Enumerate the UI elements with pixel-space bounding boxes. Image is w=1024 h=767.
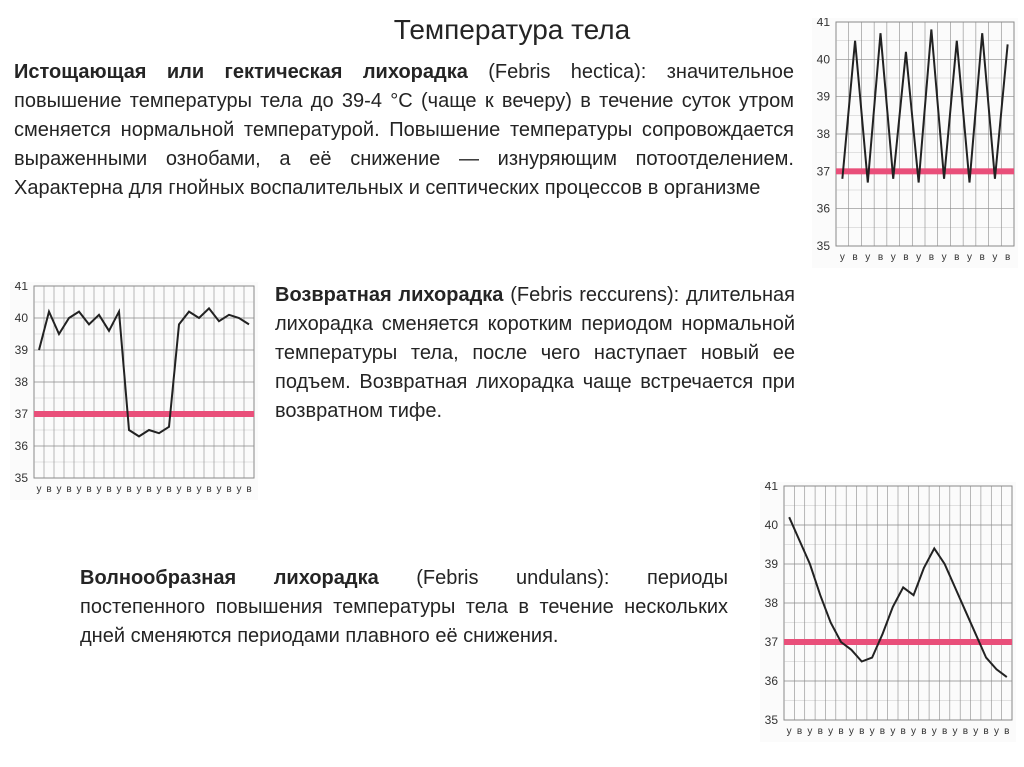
svg-text:у: у — [828, 726, 833, 737]
svg-text:в: в — [921, 726, 926, 737]
svg-text:41: 41 — [15, 282, 29, 293]
svg-text:у: у — [890, 726, 895, 737]
para-undulant-bold: Волнообразная лихорадка — [80, 567, 379, 589]
svg-text:в: в — [86, 484, 91, 495]
svg-text:у: у — [953, 726, 958, 737]
svg-text:38: 38 — [817, 127, 831, 141]
svg-text:у: у — [973, 726, 978, 737]
svg-text:в: в — [1005, 252, 1010, 263]
svg-text:у: у — [787, 726, 792, 737]
chart-undulant: 41403938373635увувувувувувувувувувув — [760, 482, 1016, 742]
svg-text:у: у — [942, 252, 947, 263]
svg-text:40: 40 — [765, 518, 779, 532]
svg-text:в: в — [106, 484, 111, 495]
svg-text:в: в — [66, 484, 71, 495]
svg-text:в: в — [901, 726, 906, 737]
svg-text:у: у — [177, 484, 182, 495]
svg-text:35: 35 — [15, 471, 29, 485]
svg-text:39: 39 — [765, 557, 779, 571]
svg-text:в: в — [46, 484, 51, 495]
svg-text:в: в — [146, 484, 151, 495]
svg-text:у: у — [157, 484, 162, 495]
svg-text:38: 38 — [765, 596, 779, 610]
svg-text:у: у — [97, 484, 102, 495]
svg-text:у: у — [57, 484, 62, 495]
svg-text:37: 37 — [817, 164, 831, 178]
svg-text:в: в — [818, 726, 823, 737]
svg-text:у: у — [137, 484, 142, 495]
svg-text:в: в — [797, 726, 802, 737]
svg-text:37: 37 — [765, 635, 779, 649]
svg-text:у: у — [911, 726, 916, 737]
svg-text:в: в — [929, 252, 934, 263]
svg-text:38: 38 — [15, 375, 29, 389]
chart-recurrent: 41403938373635увувувувувувувувувувув — [10, 282, 258, 500]
svg-text:у: у — [870, 726, 875, 737]
svg-text:36: 36 — [15, 439, 29, 453]
svg-text:в: в — [852, 252, 857, 263]
svg-text:36: 36 — [765, 674, 779, 688]
svg-text:41: 41 — [817, 18, 831, 29]
svg-text:в: в — [166, 484, 171, 495]
svg-text:35: 35 — [817, 239, 831, 253]
svg-text:в: в — [186, 484, 191, 495]
para-recurrent-bold: Возвратная лихорадка — [275, 284, 503, 306]
svg-text:у: у — [992, 252, 997, 263]
para-hectic-bold: Истощающая или гектическая лихорадка — [14, 61, 468, 83]
svg-text:у: у — [197, 484, 202, 495]
svg-text:у: у — [237, 484, 242, 495]
svg-text:у: у — [77, 484, 82, 495]
svg-text:в: в — [903, 252, 908, 263]
svg-text:в: в — [838, 726, 843, 737]
svg-text:у: у — [840, 252, 845, 263]
svg-text:в: в — [226, 484, 231, 495]
para-recurrent: Возвратная лихорадка (Febris reccurens):… — [275, 281, 795, 426]
svg-text:40: 40 — [15, 311, 29, 325]
svg-text:в: в — [859, 726, 864, 737]
chart-hectic: 41403938373635увувувувувувув — [812, 18, 1018, 268]
svg-text:37: 37 — [15, 407, 29, 421]
svg-text:в: в — [880, 726, 885, 737]
svg-text:в: в — [246, 484, 251, 495]
svg-text:в: в — [126, 484, 131, 495]
svg-text:в: в — [1004, 726, 1009, 737]
svg-text:в: в — [983, 726, 988, 737]
svg-text:у: у — [37, 484, 42, 495]
svg-text:у: у — [967, 252, 972, 263]
svg-text:36: 36 — [817, 202, 831, 216]
svg-text:у: у — [865, 252, 870, 263]
svg-text:у: у — [994, 726, 999, 737]
svg-text:в: в — [980, 252, 985, 263]
svg-text:у: у — [807, 726, 812, 737]
svg-text:40: 40 — [817, 52, 831, 66]
svg-text:у: у — [217, 484, 222, 495]
svg-text:у: у — [849, 726, 854, 737]
para-hectic: Истощающая или гектическая лихорадка (Fe… — [14, 58, 794, 203]
svg-text:в: в — [878, 252, 883, 263]
svg-text:39: 39 — [15, 343, 29, 357]
svg-text:у: у — [916, 252, 921, 263]
svg-text:35: 35 — [765, 713, 779, 727]
svg-text:у: у — [891, 252, 896, 263]
svg-text:у: у — [117, 484, 122, 495]
para-undulant: Волнообразная лихорадка (Febris undulans… — [80, 564, 728, 651]
svg-text:в: в — [954, 252, 959, 263]
svg-text:в: в — [963, 726, 968, 737]
svg-text:39: 39 — [817, 90, 831, 104]
svg-text:41: 41 — [765, 482, 779, 493]
svg-text:у: у — [932, 726, 937, 737]
svg-text:в: в — [206, 484, 211, 495]
svg-text:в: в — [942, 726, 947, 737]
